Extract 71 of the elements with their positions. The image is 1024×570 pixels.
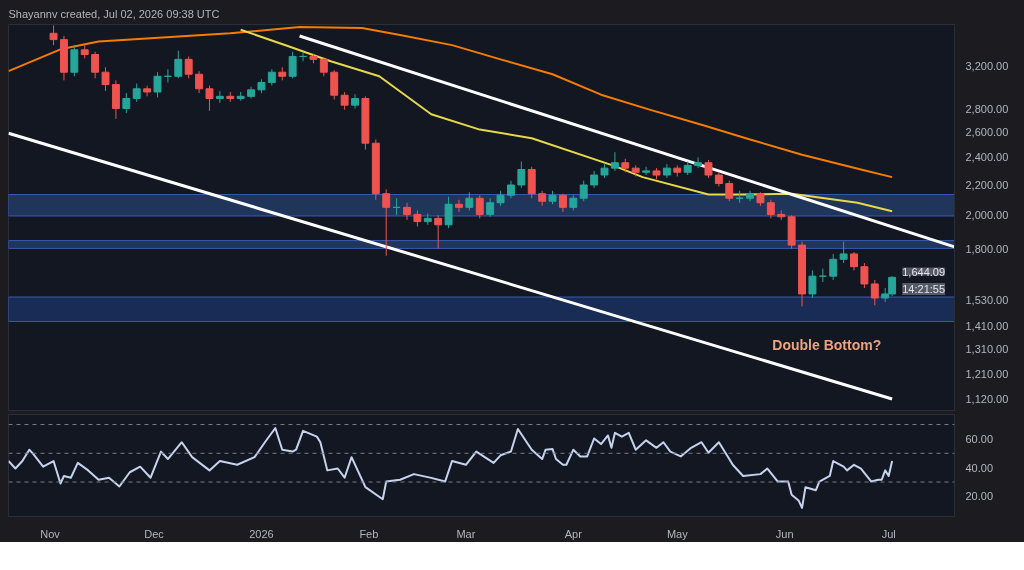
candlestick [455,199,463,213]
candlestick [351,93,359,110]
candlestick [330,69,339,101]
y-tick-label: 2,200.00 [965,178,1009,191]
candlestick [111,79,120,120]
x-tick-label: Jul [881,527,896,540]
candlestick [205,85,214,112]
candlestick [558,193,567,213]
line-series [8,26,894,179]
candlestick [70,44,79,77]
y-tick-label: 1,310.00 [965,343,1009,356]
candlestick [153,71,162,98]
y-tick-label: 1,410.00 [965,319,1009,332]
candlestick [122,92,131,114]
x-tick-label: Jun [775,527,794,540]
candlestick [475,194,484,219]
candlestick [319,56,328,77]
y-tick-label: 2,600.00 [965,126,1009,139]
y-tick-label: 20.00 [965,490,994,503]
annotation: 14:21:55 [902,282,946,295]
candlestick [215,90,224,104]
candlestick [808,269,817,299]
x-tick-label: May [666,527,689,540]
y-tick-label: 2,800.00 [965,102,1009,115]
candlestick [101,66,110,92]
candlestick [434,214,443,250]
x-tick-label: Feb [359,527,379,540]
candlestick [49,24,58,46]
candlestick [725,180,734,202]
x-tick-label: 2026 [249,527,274,540]
y-tick-label: 40.00 [965,461,994,474]
candlestick [766,199,775,219]
line-series [8,427,894,509]
candlestick [517,160,526,189]
y-tick-label: 1,120.00 [965,392,1009,405]
y-tick-label: 1,210.00 [965,368,1009,381]
candlestick [174,50,183,79]
y-tick-label: 3,200.00 [965,60,1009,73]
candlestick [444,196,453,229]
candlestick [403,202,411,221]
candlestick [694,156,703,169]
annotation: 1,644.09 [902,265,946,278]
candlestick [184,55,193,79]
annotation: Double Bottom? [772,336,882,353]
x-tick-label: Dec [144,527,165,540]
y-tick-label: 1,800.00 [965,242,1009,255]
candlestick [91,51,100,79]
chart-title: Shayannv created, Jul 02, 2026 09:38 UTC [8,7,220,20]
line-series [239,28,894,213]
y-tick-label: 60.00 [965,432,994,445]
candlestick [195,70,204,94]
candlestick [579,180,588,202]
candlestick [288,51,297,79]
candlestick [860,262,869,289]
x-tick-label: Apr [564,527,583,540]
y-tick-label: 1,530.00 [965,294,1009,307]
candlestick [132,83,141,103]
x-tick-label: Nov [40,527,61,540]
y-tick-label: 2,000.00 [965,209,1009,222]
candlestick [610,151,619,172]
candlestick [642,166,651,176]
y-tick-label: 2,400.00 [965,151,1009,164]
candlestick [870,279,879,306]
candlestick [143,85,152,97]
candlestick [839,241,848,264]
candlestick [850,251,858,271]
candlestick [829,253,838,281]
candlestick [382,188,391,257]
x-tick-label: Mar [456,527,476,540]
candlestick [465,191,474,211]
candlestick [486,197,495,218]
